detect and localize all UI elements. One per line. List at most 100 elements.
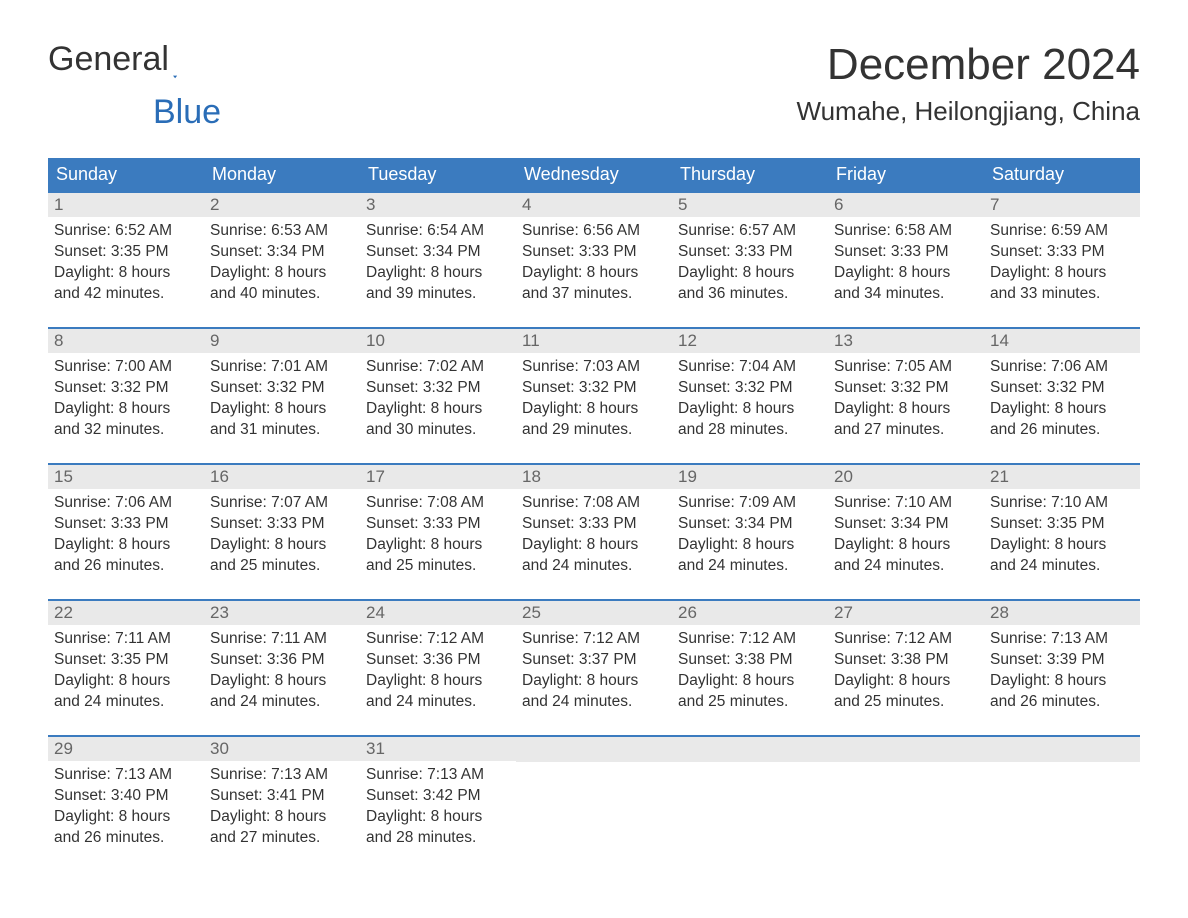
sunset-text: Sunset: 3:38 PM (678, 650, 822, 671)
daylight-text-line1: Daylight: 8 hours (678, 399, 822, 420)
daylight-text-line1: Daylight: 8 hours (990, 263, 1134, 284)
day-number: 12 (672, 329, 828, 353)
calendar-day: 6Sunrise: 6:58 AMSunset: 3:33 PMDaylight… (828, 193, 984, 313)
day-number: 29 (48, 737, 204, 761)
sunrise-text: Sunrise: 7:13 AM (990, 629, 1134, 650)
daylight-text-line1: Daylight: 8 hours (210, 671, 354, 692)
sunrise-text: Sunrise: 7:04 AM (678, 357, 822, 378)
daylight-text-line1: Daylight: 8 hours (834, 671, 978, 692)
empty-day-band (672, 737, 828, 762)
daylight-text-line2: and 25 minutes. (678, 692, 822, 713)
day-body: Sunrise: 6:53 AMSunset: 3:34 PMDaylight:… (204, 217, 360, 313)
calendar-day: 23Sunrise: 7:11 AMSunset: 3:36 PMDayligh… (204, 601, 360, 721)
daylight-text-line2: and 25 minutes. (834, 692, 978, 713)
daylight-text-line1: Daylight: 8 hours (522, 263, 666, 284)
month-title: December 2024 (797, 40, 1141, 90)
daylight-text-line2: and 26 minutes. (54, 556, 198, 577)
sunset-text: Sunset: 3:36 PM (366, 650, 510, 671)
sunset-text: Sunset: 3:34 PM (678, 514, 822, 535)
daylight-text-line2: and 27 minutes. (210, 828, 354, 849)
day-number: 27 (828, 601, 984, 625)
day-number: 31 (360, 737, 516, 761)
day-body: Sunrise: 6:58 AMSunset: 3:33 PMDaylight:… (828, 217, 984, 313)
day-body: Sunrise: 7:01 AMSunset: 3:32 PMDaylight:… (204, 353, 360, 449)
daylight-text-line2: and 28 minutes. (366, 828, 510, 849)
daylight-text-line2: and 29 minutes. (522, 420, 666, 441)
sunset-text: Sunset: 3:38 PM (834, 650, 978, 671)
sunset-text: Sunset: 3:37 PM (522, 650, 666, 671)
logo-text-general: General (48, 40, 169, 79)
daylight-text-line1: Daylight: 8 hours (210, 399, 354, 420)
calendar-day: 5Sunrise: 6:57 AMSunset: 3:33 PMDaylight… (672, 193, 828, 313)
day-number: 21 (984, 465, 1140, 489)
sunrise-text: Sunrise: 7:11 AM (54, 629, 198, 650)
daylight-text-line1: Daylight: 8 hours (54, 671, 198, 692)
daylight-text-line1: Daylight: 8 hours (210, 535, 354, 556)
sunrise-text: Sunrise: 7:06 AM (54, 493, 198, 514)
daylight-text-line2: and 24 minutes. (834, 556, 978, 577)
daylight-text-line1: Daylight: 8 hours (54, 535, 198, 556)
weekday-header: Monday (204, 158, 360, 191)
day-number: 9 (204, 329, 360, 353)
calendar-day: 25Sunrise: 7:12 AMSunset: 3:37 PMDayligh… (516, 601, 672, 721)
daylight-text-line2: and 42 minutes. (54, 284, 198, 305)
sunrise-text: Sunrise: 6:59 AM (990, 221, 1134, 242)
calendar-day: 8Sunrise: 7:00 AMSunset: 3:32 PMDaylight… (48, 329, 204, 449)
day-body: Sunrise: 7:12 AMSunset: 3:37 PMDaylight:… (516, 625, 672, 721)
sunset-text: Sunset: 3:33 PM (834, 242, 978, 263)
calendar-day: 16Sunrise: 7:07 AMSunset: 3:33 PMDayligh… (204, 465, 360, 585)
day-body: Sunrise: 7:12 AMSunset: 3:38 PMDaylight:… (828, 625, 984, 721)
sunset-text: Sunset: 3:35 PM (54, 650, 198, 671)
daylight-text-line1: Daylight: 8 hours (366, 535, 510, 556)
daylight-text-line1: Daylight: 8 hours (366, 807, 510, 828)
day-number: 24 (360, 601, 516, 625)
day-body: Sunrise: 7:08 AMSunset: 3:33 PMDaylight:… (516, 489, 672, 585)
day-number: 23 (204, 601, 360, 625)
sunrise-text: Sunrise: 6:56 AM (522, 221, 666, 242)
daylight-text-line1: Daylight: 8 hours (678, 671, 822, 692)
day-body: Sunrise: 7:13 AMSunset: 3:39 PMDaylight:… (984, 625, 1140, 721)
day-number: 3 (360, 193, 516, 217)
daylight-text-line2: and 25 minutes. (210, 556, 354, 577)
daylight-text-line2: and 31 minutes. (210, 420, 354, 441)
sunset-text: Sunset: 3:32 PM (678, 378, 822, 399)
weekday-header-row: Sunday Monday Tuesday Wednesday Thursday… (48, 158, 1140, 191)
sunrise-text: Sunrise: 7:13 AM (210, 765, 354, 786)
day-body: Sunrise: 7:02 AMSunset: 3:32 PMDaylight:… (360, 353, 516, 449)
sunset-text: Sunset: 3:33 PM (54, 514, 198, 535)
sunset-text: Sunset: 3:32 PM (54, 378, 198, 399)
day-body: Sunrise: 6:59 AMSunset: 3:33 PMDaylight:… (984, 217, 1140, 313)
sunrise-text: Sunrise: 7:12 AM (366, 629, 510, 650)
calendar-day: 28Sunrise: 7:13 AMSunset: 3:39 PMDayligh… (984, 601, 1140, 721)
day-body: Sunrise: 7:03 AMSunset: 3:32 PMDaylight:… (516, 353, 672, 449)
sunrise-text: Sunrise: 7:06 AM (990, 357, 1134, 378)
daylight-text-line1: Daylight: 8 hours (366, 263, 510, 284)
sunset-text: Sunset: 3:41 PM (210, 786, 354, 807)
calendar-week: 1Sunrise: 6:52 AMSunset: 3:35 PMDaylight… (48, 191, 1140, 313)
day-body: Sunrise: 7:00 AMSunset: 3:32 PMDaylight:… (48, 353, 204, 449)
sunset-text: Sunset: 3:34 PM (210, 242, 354, 263)
daylight-text-line2: and 37 minutes. (522, 284, 666, 305)
sunrise-text: Sunrise: 7:12 AM (678, 629, 822, 650)
day-number: 11 (516, 329, 672, 353)
day-number: 4 (516, 193, 672, 217)
sunrise-text: Sunrise: 6:52 AM (54, 221, 198, 242)
calendar-day (984, 737, 1140, 857)
calendar-day: 1Sunrise: 6:52 AMSunset: 3:35 PMDaylight… (48, 193, 204, 313)
daylight-text-line1: Daylight: 8 hours (54, 263, 198, 284)
sunset-text: Sunset: 3:34 PM (366, 242, 510, 263)
calendar-day: 31Sunrise: 7:13 AMSunset: 3:42 PMDayligh… (360, 737, 516, 857)
calendar-day: 12 Sunrise: 7:04 AMSunset: 3:32 PMDayligh… (672, 329, 828, 449)
daylight-text-line1: Daylight: 8 hours (210, 807, 354, 828)
sunset-text: Sunset: 3:33 PM (990, 242, 1134, 263)
daylight-text-line1: Daylight: 8 hours (834, 399, 978, 420)
flag-icon (173, 49, 177, 71)
day-number: 7 (984, 193, 1140, 217)
sunrise-text: Sunrise: 7:05 AM (834, 357, 978, 378)
sunrise-text: Sunrise: 7:10 AM (990, 493, 1134, 514)
sunrise-text: Sunrise: 7:11 AM (210, 629, 354, 650)
sunset-text: Sunset: 3:32 PM (366, 378, 510, 399)
sunrise-text: Sunrise: 6:54 AM (366, 221, 510, 242)
day-body: Sunrise: 6:54 AMSunset: 3:34 PMDaylight:… (360, 217, 516, 313)
day-body: Sunrise: 7:07 AMSunset: 3:33 PMDaylight:… (204, 489, 360, 585)
